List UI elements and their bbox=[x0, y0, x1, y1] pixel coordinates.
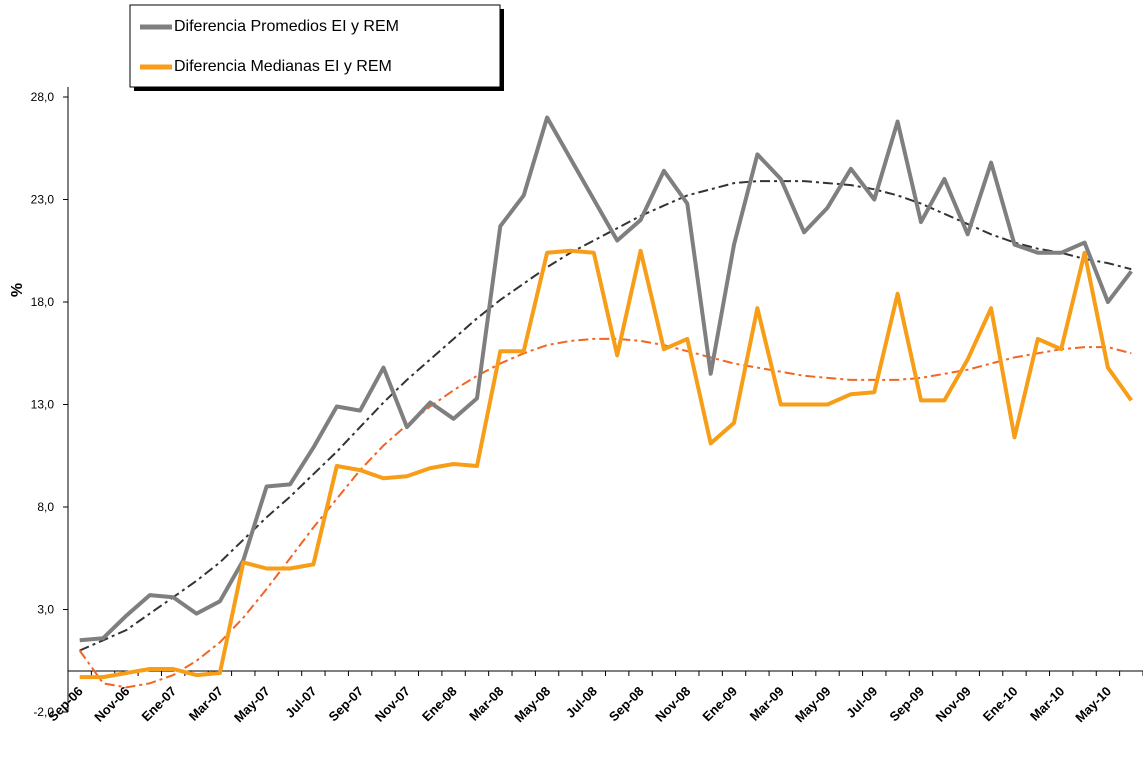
x-tick-label: May-10 bbox=[1072, 684, 1114, 726]
y-tick-label: -2,0 bbox=[33, 705, 54, 719]
x-tick-label: Ene-10 bbox=[980, 684, 1021, 725]
x-tick-label: Jul-09 bbox=[843, 684, 880, 721]
x-tick-label: Nov-07 bbox=[372, 684, 413, 725]
x-tick-label: May-07 bbox=[231, 684, 273, 726]
y-axis-label: % bbox=[9, 283, 26, 297]
x-tick-label: Mar-07 bbox=[186, 684, 226, 724]
x-tick-label: May-08 bbox=[511, 684, 553, 726]
trend-line bbox=[79, 180, 1132, 652]
x-tick-label: Jul-08 bbox=[563, 684, 600, 721]
y-tick-label: 3,0 bbox=[37, 603, 54, 617]
x-tick-label: Nov-09 bbox=[933, 684, 974, 725]
x-tick-label: Mar-09 bbox=[747, 684, 787, 724]
y-tick-label: 13,0 bbox=[31, 398, 55, 412]
y-tick-label: 8,0 bbox=[37, 500, 54, 514]
x-tick-label: Sep-08 bbox=[606, 684, 647, 725]
x-tick-label: Mar-10 bbox=[1027, 684, 1067, 724]
x-tick-label: Sep-09 bbox=[886, 684, 927, 725]
x-tick-label: Jul-07 bbox=[282, 684, 319, 721]
x-tick-label: Sep-06 bbox=[45, 684, 86, 725]
y-tick-label: 28,0 bbox=[31, 90, 55, 104]
x-tick-label: Ene-09 bbox=[699, 684, 740, 725]
x-tick-label: Nov-06 bbox=[91, 684, 132, 725]
x-tick-label: Sep-07 bbox=[325, 684, 366, 725]
x-tick-label: Mar-08 bbox=[466, 684, 506, 724]
plot-area bbox=[78, 115, 1133, 689]
x-tick-label: Nov-08 bbox=[652, 684, 693, 725]
x-tick-label: Ene-07 bbox=[139, 684, 180, 725]
series-line bbox=[79, 248, 1133, 680]
legend-label: Diferencia Medianas EI y REM bbox=[174, 58, 392, 75]
series-line bbox=[79, 115, 1133, 643]
legend-label: Diferencia Promedios EI y REM bbox=[174, 18, 399, 35]
x-tick-label: Ene-08 bbox=[419, 684, 460, 725]
y-tick-label: 18,0 bbox=[31, 295, 55, 309]
legend bbox=[129, 4, 501, 88]
y-tick-label: 23,0 bbox=[31, 193, 55, 207]
trend-line bbox=[78, 337, 1132, 689]
x-tick-label: May-09 bbox=[792, 684, 834, 726]
